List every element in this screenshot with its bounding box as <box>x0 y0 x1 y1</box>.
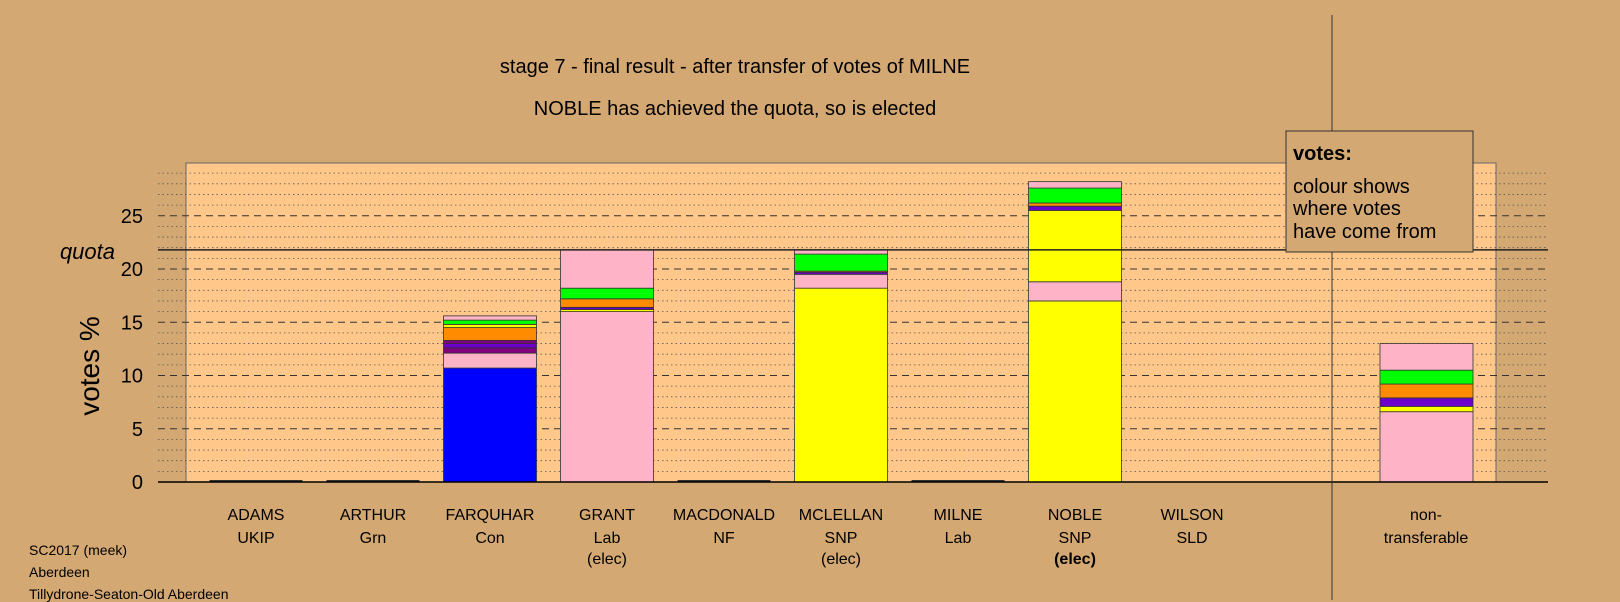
footer-line-2: Aberdeen <box>29 564 90 580</box>
bar-noble-segment <box>1028 281 1122 302</box>
bar-grant-segment <box>560 311 654 483</box>
candidate-name-arthur: ARTHUR <box>340 507 406 524</box>
candidate-party-arthur: Grn <box>360 530 387 547</box>
y-tick-label: 25 <box>121 206 143 228</box>
chart-subtitle: NOBLE has achieved the quota, so is elec… <box>534 98 936 120</box>
bar-noble-segment <box>1028 181 1122 189</box>
legend-line-3: have come from <box>1293 221 1436 243</box>
nontransferable-label-1: non- <box>1410 507 1442 524</box>
candidate-party-farquhar: Con <box>475 530 504 547</box>
candidate-name-mclellan: MCLELLAN <box>799 507 883 524</box>
bar-noble-segment <box>1028 187 1122 204</box>
bar-noble-segment <box>1028 210 1122 283</box>
legend-frame <box>1285 130 1474 253</box>
y-tick-label: 0 <box>132 472 143 494</box>
candidate-name-adams: ADAMS <box>228 507 285 524</box>
y-tick-label: 15 <box>121 312 143 334</box>
candidate-status-noble: (elec) <box>1054 551 1096 568</box>
bar-farquhar-segment <box>443 327 537 341</box>
bar-nontransferable-segment <box>1379 411 1474 483</box>
bar-farquhar-segment <box>443 367 537 483</box>
candidate-labels: ADAMS UKIP ARTHUR Grn FARQUHAR Con GRANT Lab (el… <box>228 507 1469 568</box>
bar-farquhar-segment <box>443 343 537 349</box>
legend-line-2: where votes <box>1292 198 1401 220</box>
bar-grant-segment <box>560 298 654 308</box>
footer-line-1: SC2017 (meek) <box>29 542 128 558</box>
candidate-name-wilson: WILSON <box>1160 507 1223 524</box>
y-tick-label: 20 <box>121 259 143 281</box>
bar-nontransferable-segment <box>1379 343 1474 371</box>
candidate-party-noble: SNP <box>1059 530 1092 547</box>
bar-grant-segment <box>560 249 654 289</box>
chart-title: stage 7 - final result - after transfer … <box>500 56 970 78</box>
bar-farquhar-segment <box>443 347 537 354</box>
bar-mclellan-segment <box>794 253 888 272</box>
legend-box: votes: colour shows where votes have com… <box>1285 130 1474 253</box>
candidate-name-macdonald: MACDONALD <box>673 507 775 524</box>
bar-farquhar-segment <box>443 339 537 344</box>
bar-noble-segment <box>1028 205 1122 211</box>
candidate-party-macdonald: NF <box>713 530 735 547</box>
bar-farquhar-segment <box>443 323 537 328</box>
y-tick-label: 5 <box>132 419 143 441</box>
nontransferable-label-2: transferable <box>1384 530 1469 547</box>
bar-noble-segment <box>1028 300 1122 483</box>
bar-farquhar-segment <box>443 352 537 369</box>
y-axis-label: votes % <box>74 316 105 416</box>
bar-mclellan-segment <box>794 273 888 289</box>
candidate-status-mclellan: (elec) <box>821 551 861 568</box>
candidate-party-wilson: SLD <box>1176 530 1207 547</box>
bar-nontransferable-segment <box>1379 397 1474 407</box>
candidate-party-adams: UKIP <box>237 530 274 547</box>
bar-farquhar-segment <box>443 319 537 325</box>
bar-noble-segment <box>1028 202 1122 207</box>
legend-line-1: colour shows <box>1293 176 1410 198</box>
quota-label: quota <box>60 239 115 264</box>
candidate-party-mclellan: SNP <box>825 530 858 547</box>
bars <box>209 181 1474 483</box>
bar-farquhar-segment <box>443 315 537 321</box>
candidate-status-grant: (elec) <box>587 551 627 568</box>
candidate-name-farquhar: FARQUHAR <box>446 507 535 524</box>
candidate-party-milne: Lab <box>945 530 972 547</box>
footer-line-3: Tillydrone-Seaton-Old Aberdeen <box>29 586 229 602</box>
bar-nontransferable-segment <box>1379 369 1474 385</box>
candidate-name-noble: NOBLE <box>1048 507 1102 524</box>
legend-heading: votes: <box>1293 143 1352 165</box>
bar-nontransferable-segment <box>1379 405 1474 413</box>
candidate-name-milne: MILNE <box>934 507 983 524</box>
bar-mclellan-segment <box>794 287 888 483</box>
candidate-name-grant: GRANT <box>579 507 635 524</box>
bar-grant-segment <box>560 287 654 300</box>
bar-nontransferable-segment <box>1379 383 1474 399</box>
y-tick-label: 10 <box>121 366 143 388</box>
candidate-party-grant: Lab <box>594 530 621 547</box>
